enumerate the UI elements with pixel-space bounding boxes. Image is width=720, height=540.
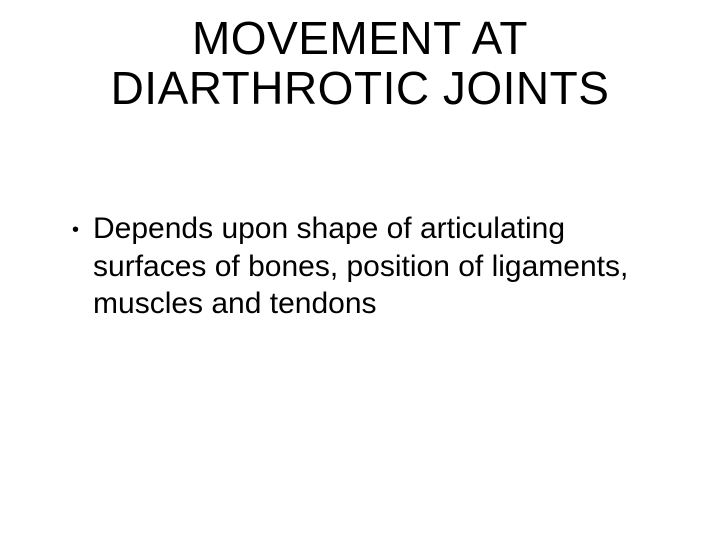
title-line-1: MOVEMENT AT [192,12,528,64]
bullet-text: Depends upon shape of articulating surfa… [93,210,652,323]
title-line-2: DIARTHROTIC JOINTS [111,62,610,114]
slide: MOVEMENT AT DIARTHROTIC JOINTS • Depends… [0,0,720,540]
list-item: • Depends upon shape of articulating sur… [72,210,652,323]
slide-body: • Depends upon shape of articulating sur… [72,210,652,323]
slide-title: MOVEMENT AT DIARTHROTIC JOINTS [0,14,720,113]
bullet-marker: • [72,210,79,250]
